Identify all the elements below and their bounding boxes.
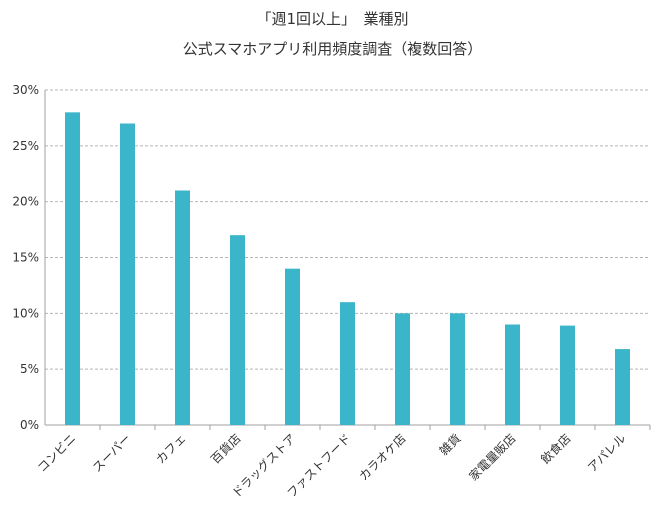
y-tick-label: 20% <box>12 195 39 209</box>
y-tick-label: 25% <box>12 139 39 153</box>
bar-1 <box>65 112 80 425</box>
bar-10 <box>560 325 575 425</box>
category-label: 百貨店 <box>208 431 244 467</box>
y-tick-label: 10% <box>12 306 39 320</box>
y-tick-label: 15% <box>12 251 39 265</box>
bar-6 <box>340 302 355 425</box>
category-label: アパレル <box>585 431 629 475</box>
category-label: スーパー <box>90 431 134 475</box>
bar-9 <box>505 324 520 425</box>
category-label: 飲食店 <box>538 431 574 467</box>
chart-title-line-2: 公式スマホアプリ利用頻度調査（複数回答） <box>182 40 483 58</box>
bar-4 <box>230 235 245 425</box>
y-tick-label: 0% <box>20 418 39 432</box>
bar-2 <box>120 123 135 425</box>
category-label: 雑貨 <box>436 431 464 459</box>
category-label: カフェ <box>153 431 188 466</box>
bar-8 <box>450 313 465 425</box>
y-tick-label: 5% <box>20 362 39 376</box>
category-label: カラオケ店 <box>356 431 408 483</box>
category-label: コンビニ <box>35 431 79 475</box>
bar-11 <box>615 349 630 425</box>
bar-7 <box>395 313 410 425</box>
category-label: 家電量販店 <box>466 431 519 484</box>
chart-title-line-1: 「週1回以上」 業種別 <box>256 10 409 28</box>
bar-3 <box>175 190 190 425</box>
bar-5 <box>285 268 300 425</box>
y-tick-label: 30% <box>12 83 39 97</box>
